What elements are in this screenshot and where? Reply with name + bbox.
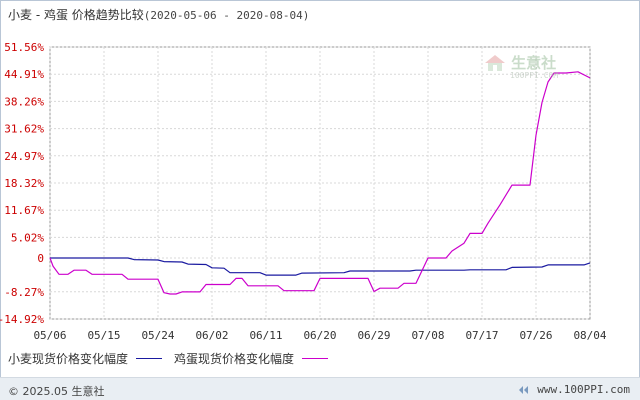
legend-wheat-swatch <box>136 358 163 359</box>
x-tick-label: 05/06 <box>33 329 66 342</box>
footer-site: www.100PPI.com <box>519 383 630 396</box>
y-tick-label: -14.92% <box>0 313 44 326</box>
y-tick-label: 24.97% <box>4 150 44 163</box>
y-tick-label: 0 <box>37 252 44 265</box>
series-line-wheat <box>50 257 591 276</box>
watermark-subtext: 100PPI.COM <box>510 71 559 80</box>
y-tick-label: 18.32% <box>4 177 44 190</box>
x-tick-label: 06/29 <box>357 329 390 342</box>
x-tick-label: 05/15 <box>87 329 120 342</box>
watermark-logo: 生意社 100PPI.COM <box>484 52 558 80</box>
y-tick-label: 44.91% <box>4 68 44 81</box>
footer-bar: © 2025.05 生意社 www.100PPI.com <box>0 377 640 400</box>
chart-legend: 小麦现货价格变化幅度 鸡蛋现货价格变化幅度 <box>8 350 340 367</box>
series-line-egg <box>49 71 591 295</box>
chart-title: 小麦 - 鸡蛋 价格趋势比较(2020-05-06 - 2020-08-04) <box>8 6 309 23</box>
x-tick-label: 06/20 <box>303 329 336 342</box>
house-logo-icon <box>485 54 505 71</box>
watermark-text: 生意社 <box>511 54 557 72</box>
legend-egg-label: 鸡蛋现货价格变化幅度 <box>174 352 295 366</box>
x-tick-label: 07/08 <box>411 329 444 342</box>
footer-copyright: © 2025.05 生意社 <box>8 385 105 398</box>
arrows-icon <box>519 386 529 394</box>
y-tick-label: 31.62% <box>4 123 44 136</box>
line-chart: 51.56% 44.91% 38.26% 31.62% 24.97% 18.32% 11.6… <box>0 41 607 342</box>
y-tick-label: -8.27% <box>4 286 44 299</box>
chart-title-range: (2020-05-06 - 2020-08-04) <box>143 9 310 22</box>
x-tick-label: 07/26 <box>519 329 552 342</box>
legend-egg-swatch <box>302 358 329 359</box>
footer-site-link[interactable]: www.100PPI.com <box>537 383 630 396</box>
y-tick-label: 51.56% <box>4 41 44 54</box>
x-tick-label: 06/11 <box>249 329 282 342</box>
x-tick-label: 05/24 <box>141 329 174 342</box>
x-tick-label: 07/17 <box>465 329 498 342</box>
y-tick-label: 11.67% <box>4 204 44 217</box>
y-tick-label: 38.26% <box>4 95 44 108</box>
x-tick-label: 08/04 <box>573 329 606 342</box>
x-tick-label: 06/02 <box>195 329 228 342</box>
legend-wheat-label: 小麦现货价格变化幅度 <box>8 352 129 366</box>
y-tick-label: 5.02% <box>11 231 44 244</box>
chart-title-main: 小麦 - 鸡蛋 价格趋势比较 <box>8 8 144 22</box>
